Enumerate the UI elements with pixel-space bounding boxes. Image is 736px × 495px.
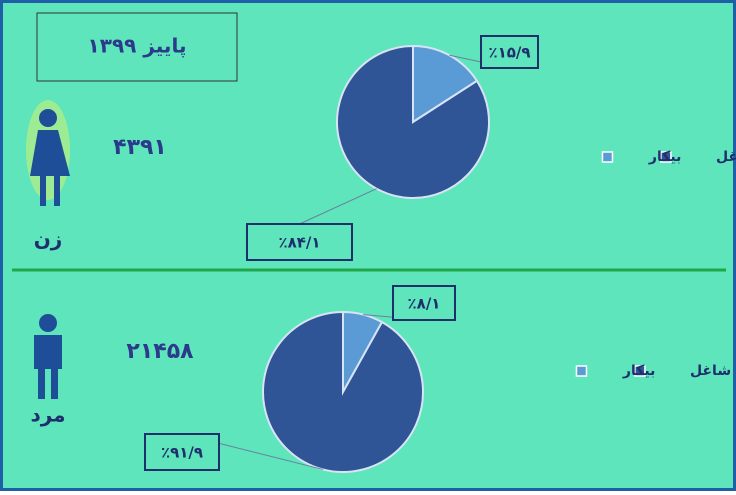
legend-swatch: [660, 151, 672, 163]
gender-label: مرد: [30, 403, 65, 427]
pie-slice: [336, 44, 490, 199]
legend-swatch: [601, 151, 614, 163]
label-box: [144, 433, 220, 471]
pie-slice: [412, 44, 479, 124]
legend-swatch: [575, 365, 588, 377]
label-box: [246, 223, 353, 261]
label-box: [392, 285, 456, 321]
data-label: ٪۹۱/۹: [161, 444, 203, 462]
legend-label: شاغل: [716, 149, 736, 165]
legend-label: بیکار: [622, 363, 655, 379]
title: پاییز ۱۳۹۹: [88, 34, 187, 59]
pie-slice: [262, 310, 424, 473]
legend-swatch: [634, 365, 646, 377]
legend-label: شاغل: [690, 363, 731, 379]
label-box: [480, 35, 539, 69]
gender-label: زن: [34, 227, 63, 251]
count: ۴۳۹۱: [113, 135, 167, 160]
woman-icon: [26, 100, 70, 206]
data-label: ٪۱۵/۹: [488, 44, 530, 62]
count: ۲۱۴۵۸: [126, 339, 194, 364]
legend-label: بیکار: [648, 149, 681, 165]
data-label: ٪۸/۱: [408, 295, 441, 313]
data-label: ٪۸۴/۱: [278, 234, 320, 252]
man-icon: [34, 314, 62, 399]
title-box: [36, 12, 238, 82]
leader-line: [299, 188, 377, 225]
